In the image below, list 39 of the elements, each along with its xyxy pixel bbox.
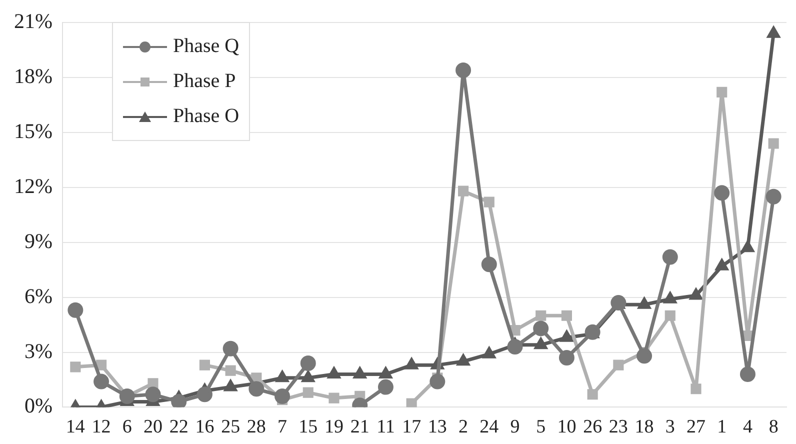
y-tick-label: 0% bbox=[24, 394, 52, 418]
x-tick-label: 22 bbox=[169, 416, 188, 438]
x-tick-label: 23 bbox=[608, 416, 628, 438]
x-tick-label: 5 bbox=[536, 416, 546, 438]
x-tick-label: 6 bbox=[122, 416, 132, 438]
x-tick-label: 28 bbox=[246, 416, 266, 438]
x-tick-label: 16 bbox=[195, 416, 214, 438]
x-tick-label: 15 bbox=[298, 416, 318, 438]
x-tick-label: 13 bbox=[428, 416, 447, 438]
legend-label: Phase P bbox=[173, 70, 236, 93]
x-tick-label: 20 bbox=[143, 416, 162, 438]
y-tick-label: 18% bbox=[14, 64, 52, 88]
legend-label: Phase Q bbox=[173, 35, 240, 58]
y-tick-label: 3% bbox=[24, 338, 52, 363]
x-tick-label: 4 bbox=[742, 416, 753, 438]
x-tick-label: 24 bbox=[480, 416, 500, 438]
x-tick-label: 9 bbox=[510, 416, 520, 438]
x-tick-label: 1 bbox=[717, 416, 727, 438]
x-tick-label: 12 bbox=[92, 416, 111, 438]
x-tick-label: 11 bbox=[376, 416, 395, 438]
x-tick-label: 19 bbox=[324, 416, 344, 438]
y-tick-label: 21% bbox=[14, 9, 52, 34]
x-tick-label: 21 bbox=[350, 416, 370, 438]
x-tick-label: 8 bbox=[768, 416, 778, 438]
y-tick-label: 15% bbox=[14, 119, 52, 143]
x-tick-label: 10 bbox=[557, 416, 576, 438]
x-tick-label: 2 bbox=[458, 416, 468, 438]
x-tick-label: 14 bbox=[66, 416, 86, 438]
x-tick-label: 3 bbox=[665, 416, 675, 438]
y-tick-label: 12% bbox=[14, 174, 52, 198]
y-tick-label: 9% bbox=[24, 228, 52, 253]
x-tick-label: 7 bbox=[278, 416, 288, 438]
x-tick-label: 17 bbox=[402, 416, 422, 438]
x-tick-label: 25 bbox=[221, 416, 240, 438]
x-tick-label: 18 bbox=[634, 416, 654, 438]
y-tick-label: 6% bbox=[24, 284, 52, 308]
x-tick-label: 26 bbox=[583, 416, 602, 438]
legend-label: Phase O bbox=[173, 105, 240, 128]
x-tick-label: 27 bbox=[686, 416, 706, 438]
